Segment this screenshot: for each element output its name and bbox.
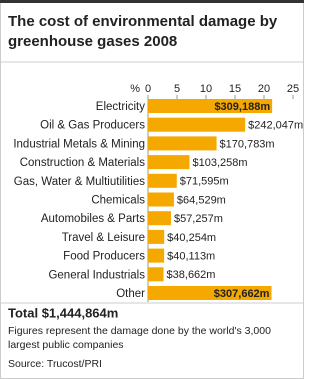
y-tick-label: Industrial Metals & Mining bbox=[13, 138, 145, 150]
note: Figures represent the damage done by the… bbox=[8, 325, 271, 337]
bar bbox=[148, 155, 190, 170]
value-label: $170,783m bbox=[220, 138, 275, 150]
chart: The cost of environmental damage by gree… bbox=[0, 0, 304, 379]
value-label: $40,254m bbox=[167, 232, 216, 244]
value-label: $309,188m bbox=[214, 101, 270, 113]
bar bbox=[148, 211, 171, 226]
total: Total $1,444,864m bbox=[8, 305, 118, 320]
value-label: $38,662m bbox=[167, 269, 216, 281]
x-tick-label: 15 bbox=[229, 83, 241, 95]
chart-title: The cost of environmental damage by bbox=[8, 13, 278, 30]
y-tick-label: Gas, Water & Multiutilities bbox=[14, 176, 145, 188]
note: largest public companies bbox=[8, 339, 124, 351]
value-label: $103,258m bbox=[192, 157, 247, 169]
bar bbox=[148, 248, 165, 263]
source: Source: Trucost/PRI bbox=[8, 358, 102, 370]
bar bbox=[148, 173, 177, 188]
x-tick-label: 20 bbox=[258, 83, 270, 95]
bar bbox=[148, 117, 246, 132]
value-label: $71,595m bbox=[180, 176, 229, 188]
bar bbox=[148, 136, 217, 151]
bar bbox=[148, 192, 174, 207]
x-tick-label: 5 bbox=[174, 83, 180, 95]
y-tick-label: Construction & Materials bbox=[20, 157, 146, 169]
bar bbox=[148, 229, 165, 244]
chart-title: greenhouse gases 2008 bbox=[8, 33, 177, 50]
y-tick-label: Automobiles & Parts bbox=[41, 213, 145, 225]
y-tick-label: Chemicals bbox=[91, 195, 145, 207]
bar bbox=[148, 267, 164, 282]
x-tick-label: 10 bbox=[200, 83, 212, 95]
axis-label: % bbox=[130, 83, 140, 95]
y-tick-label: Other bbox=[116, 288, 145, 300]
bar bbox=[148, 99, 273, 113]
bar bbox=[148, 286, 272, 300]
x-tick-label: 25 bbox=[287, 83, 299, 95]
value-label: $40,113m bbox=[167, 251, 215, 263]
value-label: $64,529m bbox=[177, 194, 226, 206]
y-tick-label: Oil & Gas Producers bbox=[40, 120, 145, 132]
y-tick-label: Food Producers bbox=[63, 251, 145, 263]
value-label: $242,047m bbox=[248, 120, 303, 132]
y-tick-label: General Industrials bbox=[48, 269, 145, 281]
value-label: $307,662m bbox=[214, 288, 270, 300]
top-rule bbox=[0, 0, 304, 3]
y-tick-label: Electricity bbox=[96, 101, 145, 113]
y-tick-label: Travel & Leisure bbox=[62, 232, 145, 244]
value-label: $57,257m bbox=[174, 213, 223, 225]
frame bbox=[0, 0, 304, 379]
x-tick-label: 0 bbox=[145, 83, 151, 95]
